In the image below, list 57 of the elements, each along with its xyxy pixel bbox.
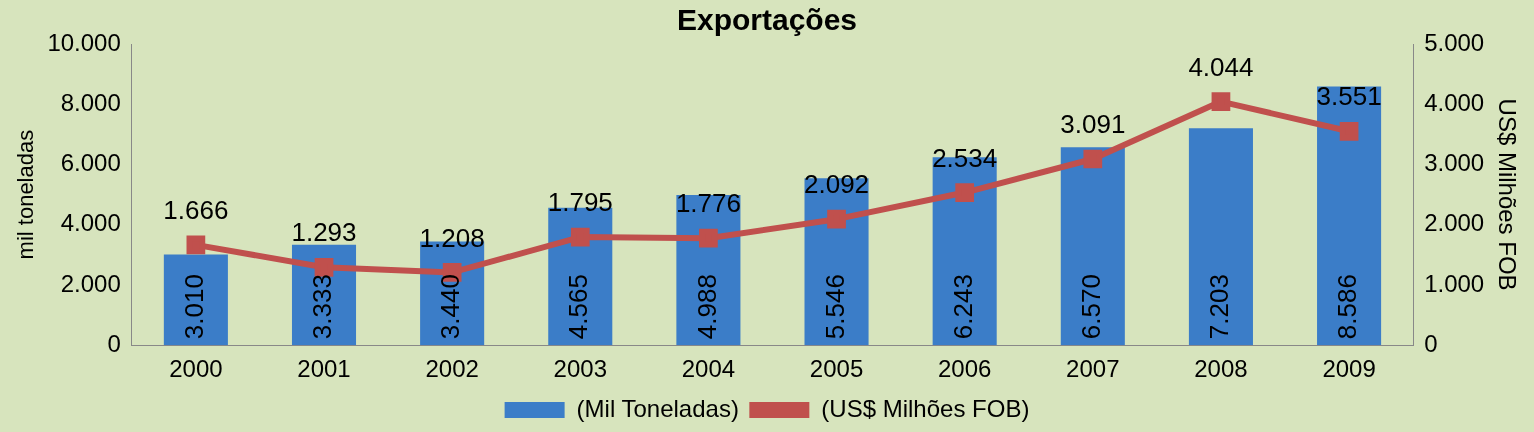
y2-tick-label: 0 [1424, 329, 1438, 357]
legend-label: (US$ Milhões FOB) [821, 394, 1030, 422]
point [186, 235, 206, 255]
data-label: 3.010 [179, 274, 210, 340]
y2-tick-label: 5.000 [1424, 28, 1485, 56]
data-label: 6.570 [1075, 274, 1106, 340]
data-label: 1.293 [291, 217, 357, 248]
bar [1317, 86, 1382, 346]
y2-axis-title: US$ Milhões FOB [1493, 98, 1521, 291]
data-label: 2.092 [804, 169, 870, 200]
x-tick-label: 2008 [1194, 355, 1248, 383]
y2-tick-label: 4.000 [1424, 88, 1485, 116]
data-label: 4.565 [563, 274, 594, 340]
x-tick-label: 2007 [1066, 355, 1120, 383]
y-tick-label: 4.000 [60, 209, 121, 237]
data-label: 1.666 [163, 195, 229, 226]
data-label: 3.333 [307, 274, 338, 340]
y-tick-label: 6.000 [60, 149, 121, 177]
y-tick-label: 0 [107, 329, 121, 357]
y-tick-label: 8.000 [60, 88, 121, 116]
point [1083, 149, 1103, 169]
point [314, 257, 334, 277]
legend-label: (Mil Toneladas) [576, 394, 739, 422]
x-tick-label: 2009 [1322, 355, 1376, 383]
y2-tick-label: 2.000 [1424, 209, 1485, 237]
y2-tick-label: 1.000 [1424, 269, 1485, 297]
point [955, 183, 975, 202]
chart-title: Exportações [676, 3, 858, 37]
bar [1188, 128, 1253, 346]
data-label: 8.586 [1332, 274, 1363, 340]
data-label: 1.776 [675, 188, 741, 219]
y2-tick-label: 3.000 [1424, 149, 1485, 177]
x-tick-label: 2001 [297, 355, 351, 383]
data-label: 4.044 [1188, 51, 1254, 82]
point [827, 209, 846, 229]
bar [163, 254, 228, 346]
x-tick-label: 2004 [681, 355, 736, 383]
x-tick-label: 2003 [553, 355, 607, 383]
x-tick-label: 2005 [809, 355, 864, 383]
data-label: 3.091 [1060, 109, 1126, 140]
data-label: 5.546 [819, 274, 850, 340]
y-tick-label: 2.000 [60, 269, 121, 297]
x-tick-label: 2006 [937, 355, 992, 383]
x-tick-label: 2000 [169, 355, 223, 383]
point [570, 227, 590, 247]
data-label: 4.988 [691, 274, 722, 340]
y-tick-label: 10.000 [47, 28, 121, 56]
bar [1060, 147, 1125, 346]
y-axis-title: mil toneladas [13, 129, 39, 260]
point [1211, 92, 1231, 111]
data-label: 6.243 [947, 274, 978, 340]
data-label: 3.551 [1316, 81, 1382, 112]
data-label: 7.203 [1204, 274, 1235, 340]
data-label: 3.440 [435, 274, 466, 340]
x-tick-label: 2002 [425, 355, 479, 383]
point [699, 228, 718, 248]
point [1339, 121, 1359, 141]
